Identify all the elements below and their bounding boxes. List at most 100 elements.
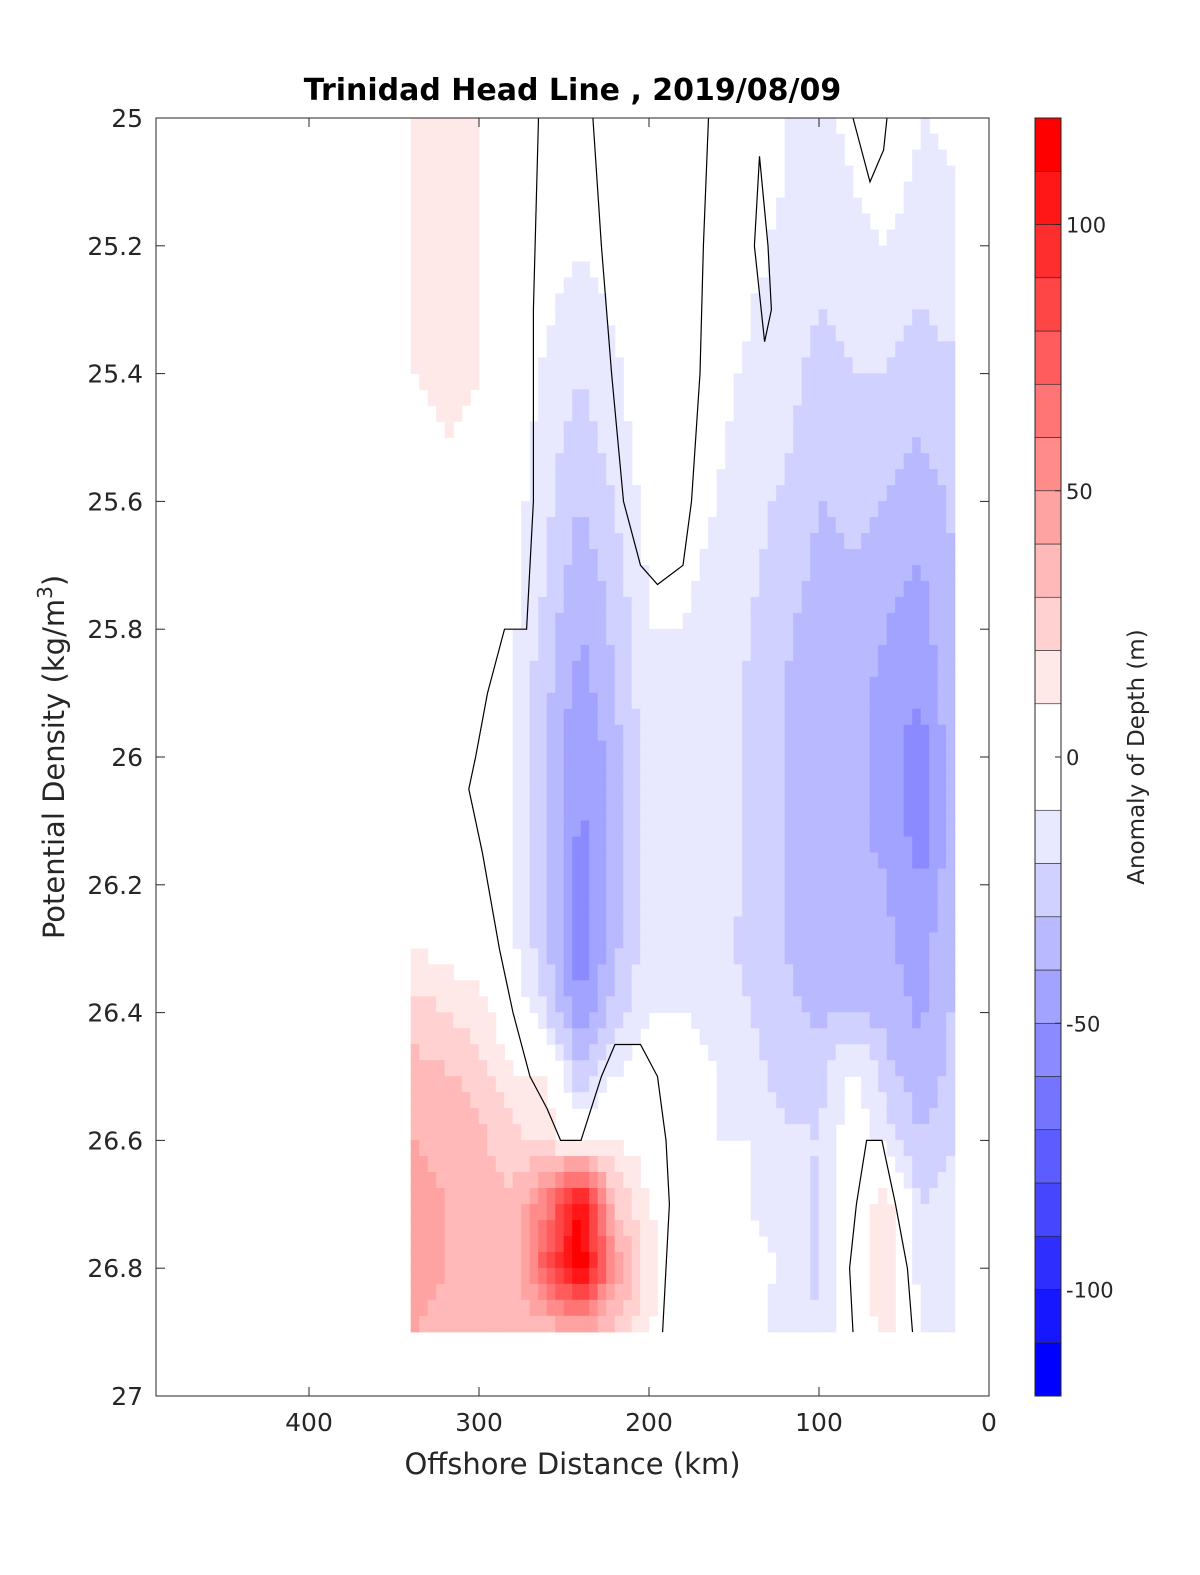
contour-cell [529,612,539,630]
contour-cell [733,884,743,902]
contour-cell [784,437,794,454]
contour-cell [861,612,871,630]
contour-cell [640,644,650,662]
contour-cell [665,788,675,806]
contour-cell [801,341,811,358]
contour-cell [614,884,624,902]
zero-contour-line [468,117,671,1333]
contour-cell [708,580,718,598]
contour-cell [852,628,862,646]
contour-cell [920,165,930,183]
contour-cell [759,485,769,502]
contour-cell [776,421,786,438]
contour-cell [844,229,854,247]
contour-cell [750,1060,760,1077]
contour-cell [810,788,820,806]
contour-cell [589,884,599,902]
contour-cell [546,1124,556,1141]
y-tick-label: 25.4 [87,360,143,389]
contour-cell [784,357,794,374]
contour-cell [878,245,888,263]
contour-cell [597,868,607,886]
contour-cell [691,900,701,918]
contour-cell [810,772,820,790]
contour-cell [657,948,667,965]
contour-cell [555,1219,565,1237]
contour-cell [929,1172,939,1189]
contour-cell [895,1076,905,1093]
contour-cell [529,1108,539,1125]
contour-cell [750,788,760,806]
contour-cell [733,980,743,997]
contour-cell [861,1028,871,1045]
contour-cell [818,740,828,758]
contour-cell [886,341,896,358]
contour-cell [844,980,854,997]
contour-cell [844,357,854,374]
contour-cell [793,325,803,342]
contour-cell [750,756,760,774]
contour-cell [572,357,582,374]
contour-cell [861,884,871,902]
contour-cell [410,1140,420,1157]
contour-cell [623,836,633,854]
contour-cell [818,724,828,742]
contour-cell [895,501,905,518]
contour-cell [759,804,769,822]
contour-cell [895,549,905,566]
contour-cell [827,1028,837,1045]
contour-cell [716,612,726,630]
contour-cell [801,756,811,774]
contour-cell [886,309,896,326]
contour-cell [776,405,786,422]
contour-cell [793,836,803,854]
contour-cell [563,405,573,422]
contour-cell [946,1219,956,1237]
contour-cell [886,1124,896,1141]
contour-cell [580,405,590,422]
contour-cell [784,277,794,295]
contour-cell [776,1188,786,1205]
contour-cell [784,1156,794,1173]
contour-cell [767,804,777,822]
contour-cell [640,868,650,886]
contour-cell [410,996,420,1013]
contour-cell [903,469,913,486]
contour-cell [572,469,582,486]
contour-cell [555,916,565,934]
contour-cell [861,980,871,997]
contour-cell [929,868,939,886]
contour-cell [716,676,726,694]
colorbar-tick-label: -100 [1066,1279,1114,1303]
contour-cell [767,1124,777,1141]
contour-cell [810,1267,820,1285]
contour-cell [614,1156,624,1173]
contour-cell [733,1108,743,1125]
contour-cell [750,501,760,518]
contour-cell [444,261,454,279]
contour-cell [725,676,735,694]
contour-cell [529,996,539,1013]
contour-cell [767,1299,777,1317]
contour-cell [827,1267,837,1285]
contour-cell [750,692,760,710]
contour-cell [793,549,803,566]
contour-cell [750,884,760,902]
contour-cell [733,1028,743,1045]
contour-cell [546,1219,556,1237]
contour-cell [776,1267,786,1285]
contour-cell [793,660,803,678]
contour-cell [827,756,837,774]
contour-cell [546,533,556,550]
contour-cell [453,1156,463,1173]
colorbar-segment [1034,117,1062,172]
contour-cell [453,309,463,326]
contour-cell [946,261,956,279]
contour-cell [946,964,956,981]
contour-cell [461,1188,471,1205]
contour-cell [878,1219,888,1237]
contour-cell [793,612,803,630]
contour-cell [606,788,616,806]
contour-cell [818,325,828,342]
contour-cell [912,868,922,886]
